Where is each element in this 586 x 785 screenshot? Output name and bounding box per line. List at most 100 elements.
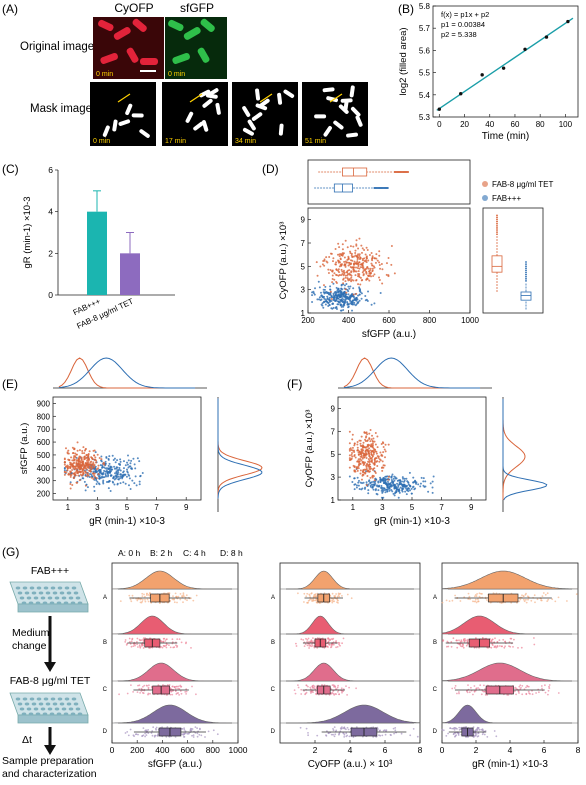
point-fab <box>102 479 105 482</box>
point-tet <box>371 439 374 442</box>
point-tet <box>334 247 337 250</box>
point-fab <box>95 482 98 485</box>
rain-point <box>333 735 336 738</box>
rain-point <box>332 643 335 646</box>
point-fab <box>346 300 349 303</box>
rain-point <box>540 599 543 602</box>
point-tet <box>371 270 374 273</box>
rain-point <box>546 600 549 602</box>
point-fab <box>367 489 370 492</box>
plate-well <box>21 712 27 716</box>
point-fab <box>127 466 130 469</box>
x-tick-label: 1000 <box>461 316 479 325</box>
point-fab <box>116 473 119 476</box>
point-fab <box>356 476 359 479</box>
rain-point <box>130 600 133 603</box>
plate-well <box>17 702 23 706</box>
point-fab <box>404 490 407 493</box>
point-tet <box>382 451 385 454</box>
y-tick-label: 5.3 <box>419 113 431 122</box>
point-tet <box>363 453 366 456</box>
point-tet <box>353 444 356 447</box>
rain-point <box>158 602 161 604</box>
point-tet <box>368 444 371 447</box>
box <box>520 291 532 301</box>
point-fab <box>105 467 108 470</box>
point-tet <box>368 438 371 441</box>
point-tet <box>359 442 362 445</box>
point-fab <box>122 467 125 470</box>
point-tet <box>354 254 357 257</box>
legend-d: D: 8 h <box>220 548 243 558</box>
point-tet <box>84 484 87 487</box>
rain-point <box>190 728 193 730</box>
point-tet <box>366 440 369 443</box>
plate-well <box>64 586 70 590</box>
rain-point <box>180 728 183 730</box>
rain-point <box>196 727 199 730</box>
point-fab <box>427 490 430 493</box>
point-tet <box>347 279 350 282</box>
point-tet <box>96 453 99 456</box>
point-fab <box>319 299 322 302</box>
point-tet <box>375 457 378 460</box>
rain-point <box>465 644 468 647</box>
point-fab <box>419 485 422 488</box>
rain-point <box>144 637 147 640</box>
rain-point <box>533 643 536 646</box>
point-fab <box>323 300 326 303</box>
point-fab <box>386 490 389 493</box>
rain-point <box>180 692 183 695</box>
rain-point <box>192 734 195 736</box>
x-tick-label: 1000 <box>229 745 248 755</box>
panel-g: (G) FAB+++ Medium change FAB-8 μg/ml TET… <box>2 545 581 780</box>
point-tet <box>368 454 371 457</box>
rain-point <box>300 693 303 695</box>
rain-point <box>474 730 476 732</box>
panel-g-label: (G) <box>2 545 19 559</box>
point-fab <box>357 484 360 487</box>
point-tet <box>344 280 347 283</box>
point-fab <box>129 462 132 465</box>
rain-point <box>139 645 141 648</box>
point-fab <box>119 460 122 463</box>
rain-point <box>521 594 523 597</box>
rain-point <box>477 687 479 689</box>
point-fab <box>126 454 129 457</box>
rain-point <box>544 691 547 694</box>
rain-point <box>310 592 313 595</box>
point-tet <box>364 450 367 453</box>
rain-point <box>137 646 139 648</box>
rain-point <box>132 734 135 737</box>
point-tet <box>350 280 353 283</box>
point-tet <box>80 466 83 469</box>
rain-point <box>484 730 487 732</box>
plate-well <box>63 712 69 716</box>
point-tet <box>348 263 351 266</box>
rain-point <box>168 684 171 686</box>
point-fab <box>358 287 361 290</box>
plate-well <box>49 601 55 605</box>
point-tet <box>349 245 352 248</box>
plate-well <box>28 712 34 716</box>
rain-point <box>194 726 197 728</box>
rain-point <box>308 647 310 649</box>
point-fab <box>321 304 324 307</box>
point-fab <box>374 489 377 492</box>
point-tet <box>374 432 377 435</box>
rain-point <box>508 645 510 647</box>
rain-point <box>146 598 149 601</box>
point-fab <box>119 482 122 485</box>
point-fab <box>312 292 315 295</box>
rain-point <box>148 684 150 687</box>
rain-point <box>527 690 530 693</box>
point-tet <box>75 453 78 456</box>
point-fab <box>116 483 119 486</box>
point-tet <box>362 274 365 277</box>
rain-point <box>130 645 133 648</box>
rain-point <box>309 690 312 693</box>
rain-point <box>557 596 560 599</box>
density-D <box>280 704 421 724</box>
x-axis-label: gR (min-1) ×10-3 <box>472 759 548 770</box>
